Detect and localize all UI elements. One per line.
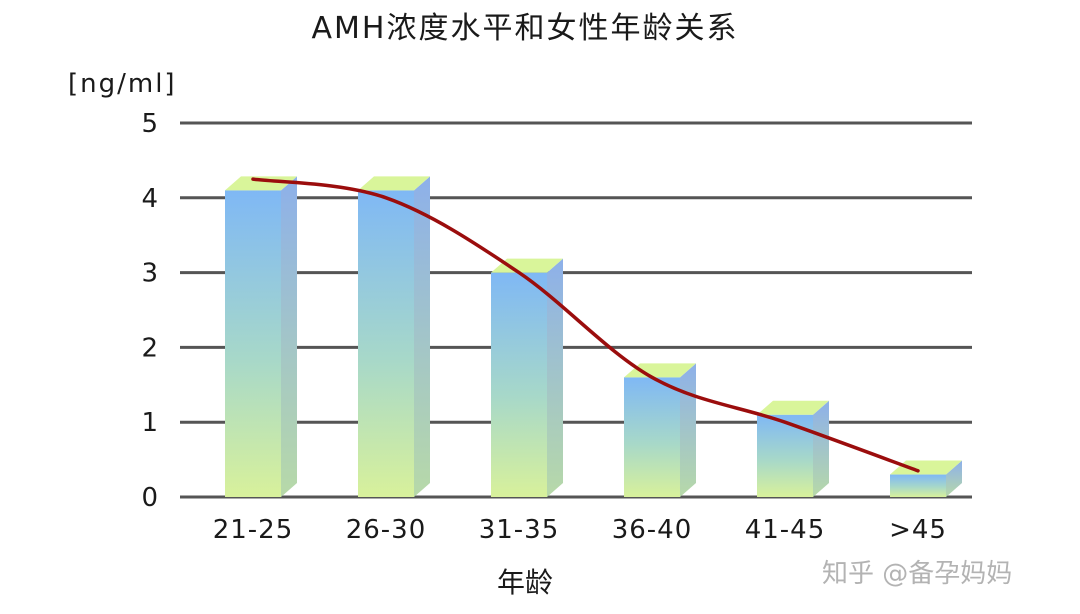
bar-top-face	[757, 400, 829, 415]
bar-front-face	[358, 190, 414, 497]
bars	[225, 176, 962, 497]
x-axis-ticks: 21-25 26-30 31-35 36-40 41-45 >45	[213, 515, 947, 545]
bar-front-face	[491, 272, 547, 497]
bar-top-face	[890, 460, 962, 475]
bar	[358, 176, 430, 497]
y-tick-label: 4	[141, 184, 158, 214]
x-tick-label: 31-35	[479, 515, 560, 545]
bar-side-face	[813, 400, 829, 497]
bar	[225, 176, 297, 497]
bar-front-face	[624, 377, 680, 497]
y-tick-label: 5	[141, 109, 158, 139]
y-axis-ticks: 0 1 2 3 4 5	[141, 109, 158, 513]
trend-curve-group	[251, 177, 920, 473]
x-tick-label: 36-40	[612, 515, 693, 545]
gridlines	[180, 121, 972, 499]
x-axis-label: 年龄	[497, 566, 553, 599]
y-axis-unit-label: [ng/ml]	[68, 69, 177, 99]
bar-side-face	[414, 176, 430, 497]
bar-front-face	[225, 190, 281, 497]
y-tick-label: 2	[141, 333, 158, 363]
bar	[491, 258, 563, 497]
bar-side-face	[281, 176, 297, 497]
y-tick-label: 0	[141, 483, 158, 513]
trend-curve	[251, 177, 920, 473]
bar	[890, 460, 962, 497]
bar-side-face	[547, 258, 563, 497]
x-tick-label: 41-45	[745, 515, 826, 545]
bar-top-face	[624, 363, 696, 378]
bar-top-face	[491, 258, 563, 273]
bar-side-face	[680, 363, 696, 497]
bar-top-face	[358, 176, 430, 191]
x-tick-label: 21-25	[213, 515, 294, 545]
x-tick-label: 26-30	[346, 515, 427, 545]
y-tick-label: 1	[141, 408, 158, 438]
bar-front-face	[890, 474, 946, 497]
watermark: 知乎 @备孕妈妈	[822, 559, 1012, 589]
chart-title: AMH浓度水平和女性年龄关系	[312, 11, 739, 46]
bar-side-face	[946, 460, 962, 497]
bar-front-face	[757, 414, 813, 497]
x-tick-label: >45	[889, 515, 947, 545]
y-tick-label: 3	[141, 259, 158, 289]
